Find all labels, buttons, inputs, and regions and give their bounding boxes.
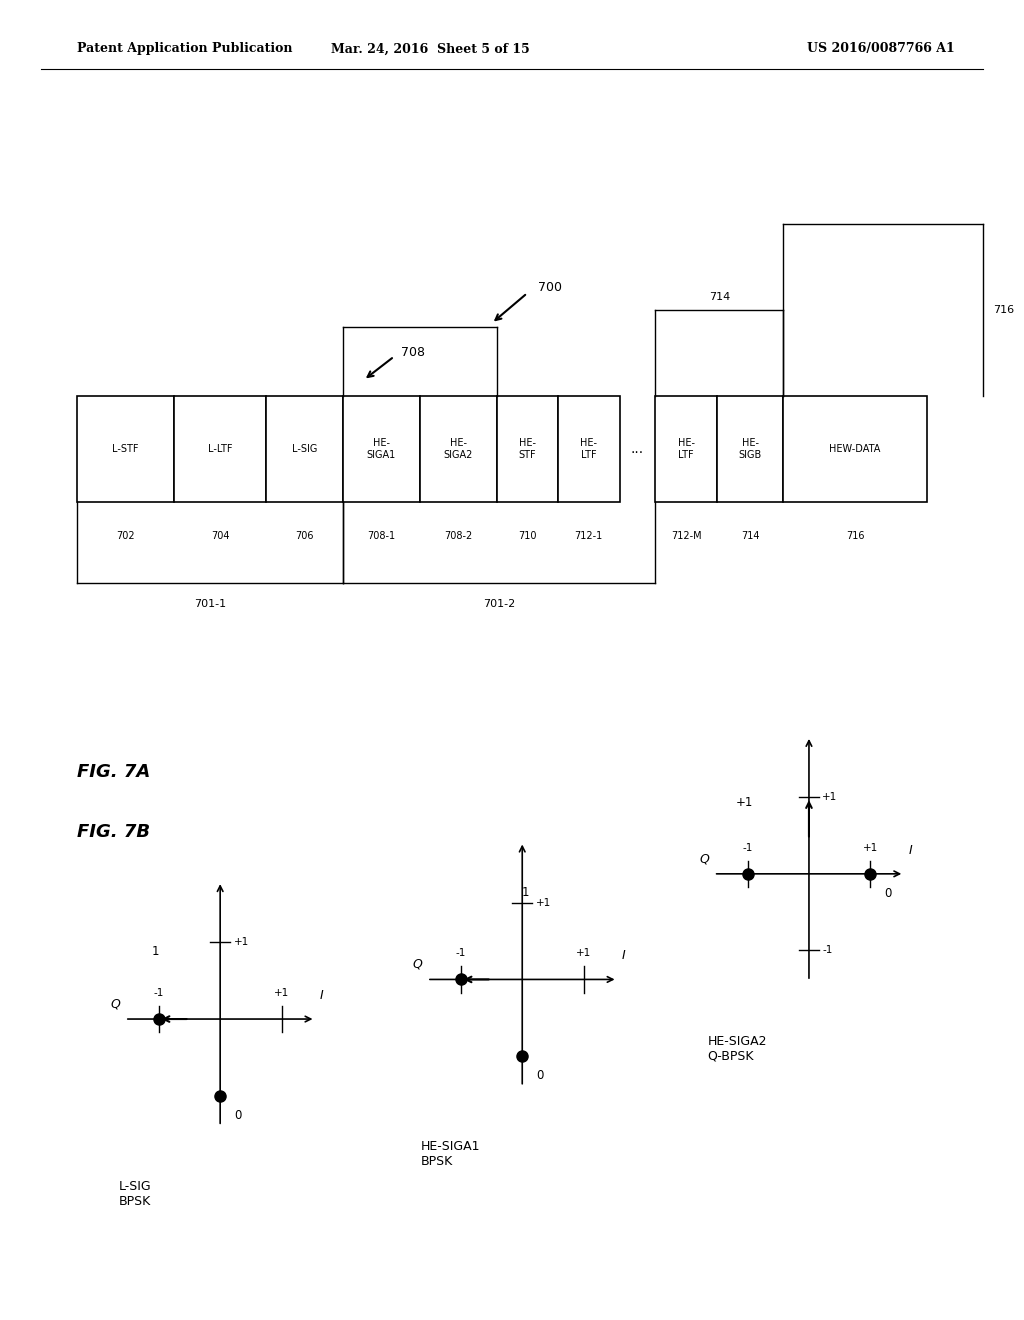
Text: -1: -1 [456, 948, 466, 958]
Text: 710: 710 [518, 531, 537, 541]
Text: L-SIG: L-SIG [292, 444, 317, 454]
Text: FIG. 7B: FIG. 7B [77, 822, 150, 841]
Text: L-SIG
BPSK: L-SIG BPSK [119, 1180, 152, 1208]
FancyBboxPatch shape [420, 396, 497, 502]
Text: 1: 1 [521, 886, 529, 899]
Text: 714: 714 [709, 292, 730, 302]
Text: -1: -1 [742, 842, 753, 853]
Text: 702: 702 [116, 531, 135, 541]
FancyBboxPatch shape [174, 396, 266, 502]
Text: 716: 716 [846, 531, 864, 541]
FancyBboxPatch shape [783, 396, 927, 502]
Text: US 2016/0087766 A1: US 2016/0087766 A1 [807, 42, 954, 55]
Text: ...: ... [631, 442, 644, 455]
FancyBboxPatch shape [343, 396, 420, 502]
Text: 708-2: 708-2 [444, 531, 472, 541]
Text: +1: +1 [736, 796, 753, 809]
FancyBboxPatch shape [77, 396, 174, 502]
Text: Patent Application Publication: Patent Application Publication [77, 42, 292, 55]
Text: 714: 714 [740, 531, 760, 541]
Text: I: I [908, 843, 912, 857]
Text: +1: +1 [577, 948, 591, 958]
Text: 701-1: 701-1 [194, 599, 226, 610]
Text: Q: Q [699, 851, 710, 865]
Text: -1: -1 [822, 945, 833, 956]
Text: Q: Q [111, 997, 121, 1010]
Text: HE-SIGA2
Q-BPSK: HE-SIGA2 Q-BPSK [708, 1035, 767, 1063]
Text: 700: 700 [538, 281, 561, 294]
Text: L-LTF: L-LTF [208, 444, 232, 454]
Text: 0: 0 [234, 1109, 242, 1122]
Text: Mar. 24, 2016  Sheet 5 of 15: Mar. 24, 2016 Sheet 5 of 15 [331, 42, 529, 55]
FancyBboxPatch shape [717, 396, 783, 502]
Text: HE-SIGA1
BPSK: HE-SIGA1 BPSK [421, 1140, 480, 1168]
Text: FIG. 7A: FIG. 7A [77, 763, 151, 781]
FancyBboxPatch shape [497, 396, 558, 502]
Text: 0: 0 [537, 1069, 544, 1082]
Text: 708: 708 [401, 346, 425, 359]
Text: 708-1: 708-1 [368, 531, 395, 541]
Text: +1: +1 [822, 792, 838, 803]
Text: HE-
SIGB: HE- SIGB [738, 438, 762, 459]
Text: +1: +1 [233, 937, 249, 948]
Text: 1: 1 [152, 945, 160, 958]
Text: -1: -1 [154, 987, 164, 998]
Text: 0: 0 [885, 887, 892, 900]
Text: HE-
SIGA2: HE- SIGA2 [443, 438, 473, 459]
FancyBboxPatch shape [655, 396, 717, 502]
Text: 716: 716 [993, 305, 1015, 315]
Text: +1: +1 [536, 898, 551, 908]
Text: HE-
LTF: HE- LTF [581, 438, 597, 459]
Text: 712-1: 712-1 [574, 531, 603, 541]
FancyBboxPatch shape [266, 396, 343, 502]
Text: HEW-DATA: HEW-DATA [829, 444, 881, 454]
Text: 704: 704 [211, 531, 229, 541]
Text: HE-
LTF: HE- LTF [678, 438, 694, 459]
Text: 701-2: 701-2 [483, 599, 515, 610]
Text: 706: 706 [295, 531, 314, 541]
Text: HE-
STF: HE- STF [518, 438, 537, 459]
Text: L-STF: L-STF [113, 444, 138, 454]
Text: I: I [319, 989, 324, 1002]
Text: 712-M: 712-M [671, 531, 701, 541]
FancyBboxPatch shape [558, 396, 620, 502]
Text: +1: +1 [863, 842, 878, 853]
Text: HE-
SIGA1: HE- SIGA1 [367, 438, 396, 459]
Text: Q: Q [413, 957, 423, 970]
Text: I: I [622, 949, 626, 962]
Text: +1: +1 [274, 987, 289, 998]
